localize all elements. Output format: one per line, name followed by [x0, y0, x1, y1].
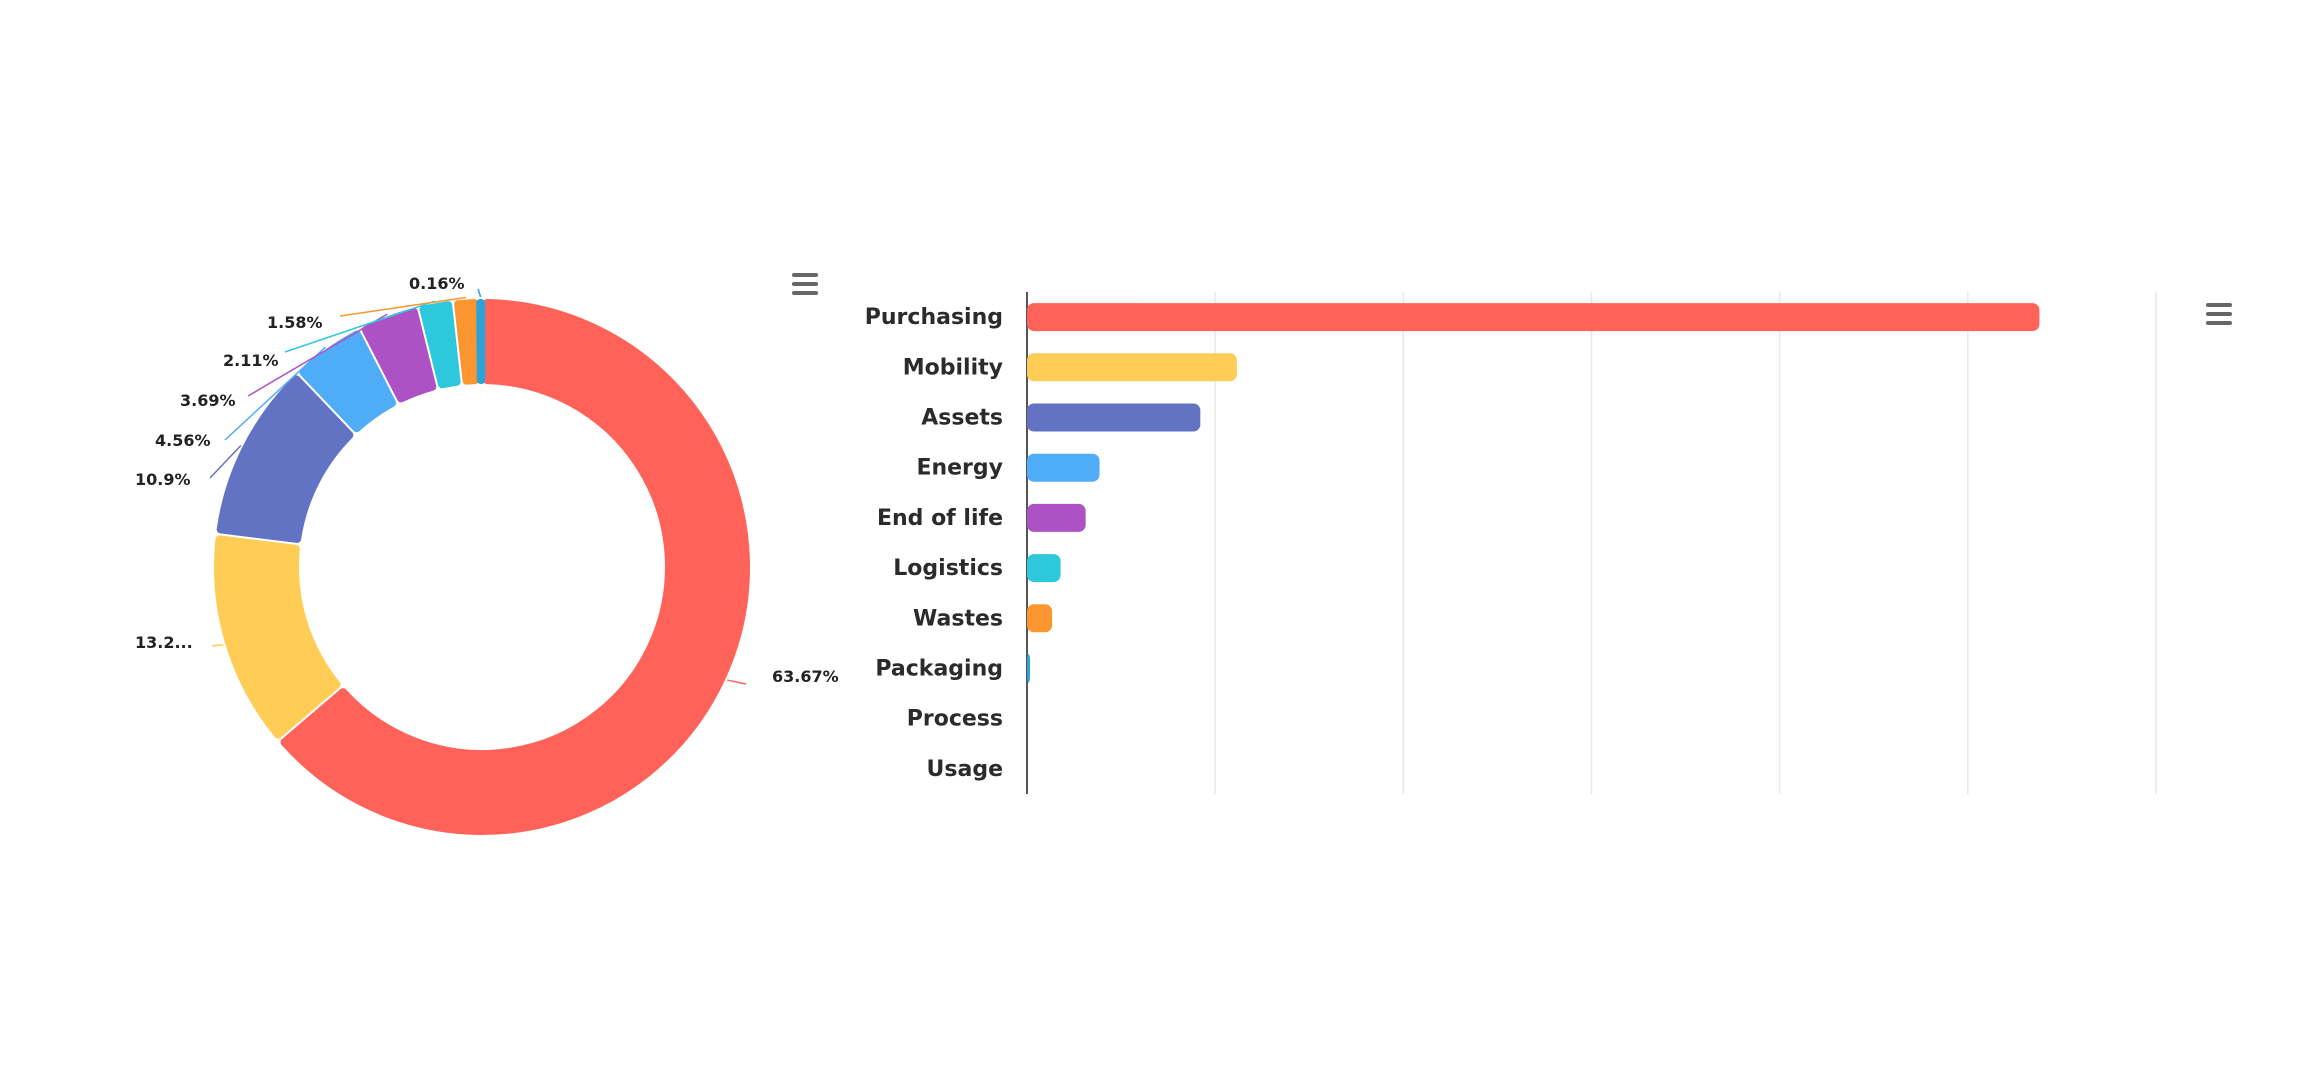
donut-label-connector-assets [209, 445, 242, 479]
bar-category-label-purchasing: Purchasing [865, 305, 1003, 330]
donut-slice-logistics[interactable] [419, 301, 461, 389]
bar-category-label-logistics: Logistics [893, 556, 1003, 581]
donut-chart: 63.67% 13.2... 10.9% 4.56% 3.69% 2.11% 1.58% 0.… [135, 274, 839, 835]
donut-data-label-energy: 4.56% [155, 431, 211, 450]
bar-end-of-life[interactable] [1027, 503, 1086, 532]
bar-mobility[interactable] [1027, 353, 1237, 382]
bar-wastes[interactable] [1027, 604, 1053, 633]
donut-label-connector-wastes [339, 296, 466, 317]
bar-packaging[interactable] [1027, 654, 1030, 683]
donut-slice-end-of-life[interactable] [361, 307, 437, 403]
donut-label-connector-energy [224, 346, 327, 441]
bar-assets[interactable] [1027, 403, 1201, 432]
donut-chart-menu-icon[interactable] [792, 273, 818, 295]
donut-slice-mobility[interactable] [214, 535, 341, 739]
donut-data-label-end-of-life: 3.69% [180, 391, 236, 410]
bar-category-label-wastes: Wastes [913, 606, 1003, 631]
donut-slice-purchasing[interactable] [280, 299, 750, 835]
bar-category-label-assets: Assets [921, 406, 1003, 431]
donut-label-connector-packaging [477, 288, 482, 298]
bar-category-label-end-of-life: End of life [877, 506, 1003, 531]
donut-label-connector-end-of-life [247, 313, 388, 397]
donut-data-label-assets: 10.9% [135, 470, 191, 489]
bar-category-label-usage: Usage [927, 757, 1003, 782]
donut-slice-packaging[interactable] [476, 299, 486, 385]
donut-data-label-purchasing: 63.67% [772, 667, 839, 686]
donut-data-label-logistics: 2.11% [223, 351, 279, 370]
bar-energy[interactable] [1027, 453, 1100, 482]
donut-data-label-mobility: 13.2... [135, 633, 193, 652]
bar-chart-menu-icon[interactable] [2206, 303, 2232, 325]
donut-label-connector-mobility [211, 643, 224, 647]
donut-label-connector-logistics [284, 300, 436, 353]
donut-slice-energy[interactable] [299, 330, 397, 433]
bar-purchasing[interactable] [1027, 303, 2040, 332]
bar-category-label-energy: Energy [916, 456, 1003, 481]
bar-category-label-process: Process [907, 707, 1003, 732]
donut-data-label-wastes: 1.58% [267, 313, 323, 332]
bar-logistics[interactable] [1027, 554, 1061, 583]
donut-data-label-packaging: 0.16% [409, 274, 465, 293]
bar-category-label-mobility: Mobility [903, 355, 1003, 380]
donut-label-connector-purchasing [727, 679, 747, 685]
donut-slice-assets[interactable] [216, 375, 354, 543]
bar-category-label-packaging: Packaging [875, 657, 1003, 682]
donut-slice-wastes[interactable] [454, 299, 480, 385]
